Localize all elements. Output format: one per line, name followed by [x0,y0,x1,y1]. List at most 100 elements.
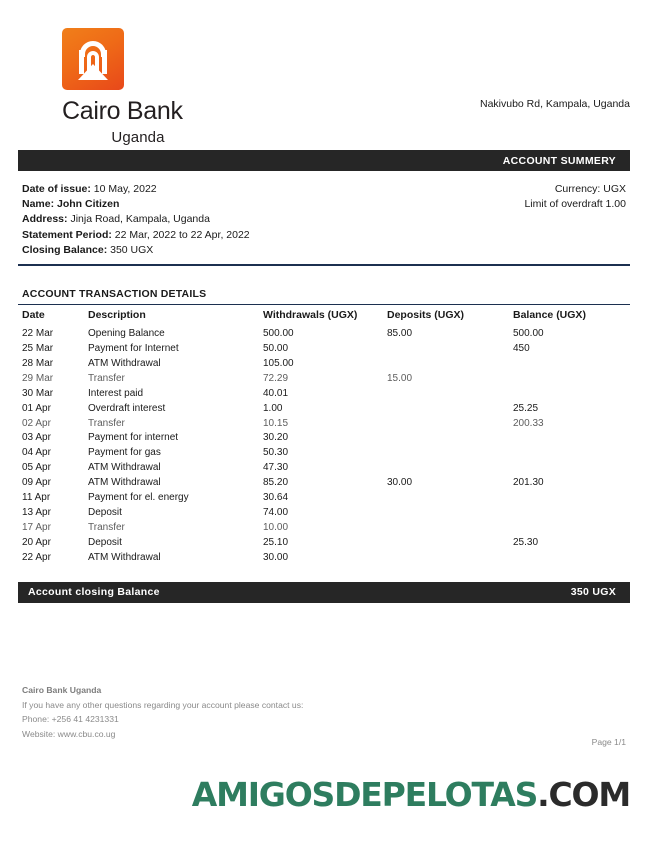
cell-balance [513,446,630,461]
table-row: 20 Apr Deposit 25.10 25.30 [18,536,630,551]
account-summary-meta: Currency: UGX Limit of overdraft 1.00 [524,182,626,212]
cell-date: 28 Mar [22,357,54,369]
closing-balance-bar-label: Account closing Balance [28,586,160,599]
cell-description: Opening Balance [88,327,165,339]
table-row: 22 Apr ATM Withdrawal 30.00 [18,551,630,566]
account-summary-block: Date of issue: 10 May, 2022 Name: John C… [18,171,630,267]
table-row: 22 Mar Opening Balance 500.00 85.00 500.00 [18,326,630,341]
closing-balance-value: 350 UGX [110,243,154,256]
cell-withdrawal: 40.01 [263,387,289,399]
cell-date: 30 Mar [22,387,54,399]
cell-withdrawal: 47.30 [263,462,289,474]
cell-withdrawal: 30.20 [263,432,289,444]
cell-date: 22 Mar [22,327,54,339]
column-header-balance: Balance (UGX) [513,304,630,327]
cell-description: Transfer [88,372,125,384]
cell-date: 22 Apr [22,552,51,564]
bank-name: Cairo Bank [62,97,183,125]
cell-deposit [387,491,513,506]
date-of-issue-row: Date of issue: 10 May, 2022 [22,182,626,197]
page-number: Page 1/1 [591,737,626,747]
cell-withdrawal: 10.15 [263,417,289,429]
transactions-table-head: Date Description Withdrawals (UGX) Depos… [18,304,630,327]
cell-date: 13 Apr [22,507,51,519]
cell-balance [513,551,630,566]
cell-description: Payment for gas [88,447,161,459]
cell-withdrawal: 1.00 [263,402,283,414]
account-name-row: Name: John Citizen [22,198,120,211]
cell-date: 02 Apr [22,417,51,429]
watermark-suffix: .COM [537,775,631,814]
cell-withdrawal: 10.00 [263,522,289,534]
column-header-deposits: Deposits (UGX) [387,304,513,327]
cell-date: 29 Mar [22,372,54,384]
cell-balance [513,506,630,521]
cell-date: 25 Mar [22,342,54,354]
table-row: 28 Mar ATM Withdrawal 105.00 [18,356,630,371]
cell-deposit [387,521,513,536]
table-header-row: Date Description Withdrawals (UGX) Depos… [18,304,630,327]
table-row: 03 Apr Payment for internet 30.20 [18,431,630,446]
cell-date: 20 Apr [22,537,51,549]
cell-deposit: 15.00 [387,372,413,384]
cell-withdrawal: 74.00 [263,507,289,519]
footer-contact-line: If you have any other questions regardin… [22,699,304,710]
closing-balance-bar-amount: 350 UGX [570,586,616,599]
cell-balance: 500.00 [513,327,544,339]
cell-description: Transfer [88,522,125,534]
statement-period-label: Statement Period: [22,228,112,241]
cell-date: 11 Apr [22,492,51,504]
cell-deposit [387,401,513,416]
cell-deposit: 30.00 [387,477,413,489]
cell-description: ATM Withdrawal [88,477,161,489]
cell-date: 04 Apr [22,447,51,459]
bank-address: Nakivubo Rd, Kampala, Uganda [479,98,630,110]
cell-description: ATM Withdrawal [88,357,161,369]
account-closing-balance-bar: Account closing Balance 350 UGX [18,581,630,603]
address-label: Address: [22,213,68,226]
cell-date: 03 Apr [22,432,51,444]
cell-withdrawal: 72.29 [263,372,289,384]
cell-deposit [387,356,513,371]
document-header: Cairo Bank Uganda Nakivubo Rd, Kampala, … [0,0,648,150]
cell-deposit [387,416,513,431]
closing-balance-row: Closing Balance: 350 UGX [22,243,626,258]
cell-deposit: 85.00 [387,327,413,339]
cell-balance [513,356,630,371]
table-row: 04 Apr Payment for gas 50.30 [18,446,630,461]
cell-description: Deposit [88,507,122,519]
cell-withdrawal: 30.00 [263,552,289,564]
cell-description: Payment for internet [88,432,179,444]
cell-withdrawal: 85.20 [263,477,289,489]
watermark-primary: AMIGOSDEPELOTAS [191,775,539,814]
transactions-section: ACCOUNT TRANSACTION DETAILS Date Descrip… [18,266,630,566]
cell-balance: 450 [513,342,530,354]
account-summary-details: Date of issue: 10 May, 2022 Name: John C… [22,182,626,258]
cell-balance [513,431,630,446]
footer-website: Website: www.cbu.co.ug [22,728,116,739]
table-row: 11 Apr Payment for el. energy 30.64 [18,491,630,506]
cell-withdrawal: 50.30 [263,447,289,459]
transactions-table: Date Description Withdrawals (UGX) Depos… [18,304,630,566]
cell-description: ATM Withdrawal [88,462,161,474]
cell-balance: 25.30 [513,537,539,549]
column-header-withdrawals: Withdrawals (UGX) [263,304,387,327]
cell-balance [513,491,630,506]
statement-period-value: 22 Mar, 2022 to 22 Apr, 2022 [114,228,250,241]
bank-country: Uganda [111,129,165,146]
cell-deposit [387,551,513,566]
footer-phone: Phone: +256 41 4231331 [22,714,119,724]
table-row: 29 Mar Transfer 72.29 15.00 [18,371,630,386]
date-of-issue-label: Date of issue: [22,183,91,195]
cell-withdrawal: 500.00 [263,327,294,339]
cell-description: Interest paid [88,387,144,399]
watermark: AMIGOSDEPELOTAS.COM [0,775,631,814]
footer-bank-name: Cairo Bank Uganda [22,685,102,695]
table-row: 01 Apr Overdraft interest 1.00 25.25 [18,401,630,416]
table-row: 25 Mar Payment for Internet 50.00 450 [18,341,630,356]
cell-balance: 25.25 [513,402,539,414]
cell-balance: 201.30 [513,477,544,489]
date-of-issue-value: 10 May, 2022 [93,183,157,195]
cell-deposit [387,506,513,521]
